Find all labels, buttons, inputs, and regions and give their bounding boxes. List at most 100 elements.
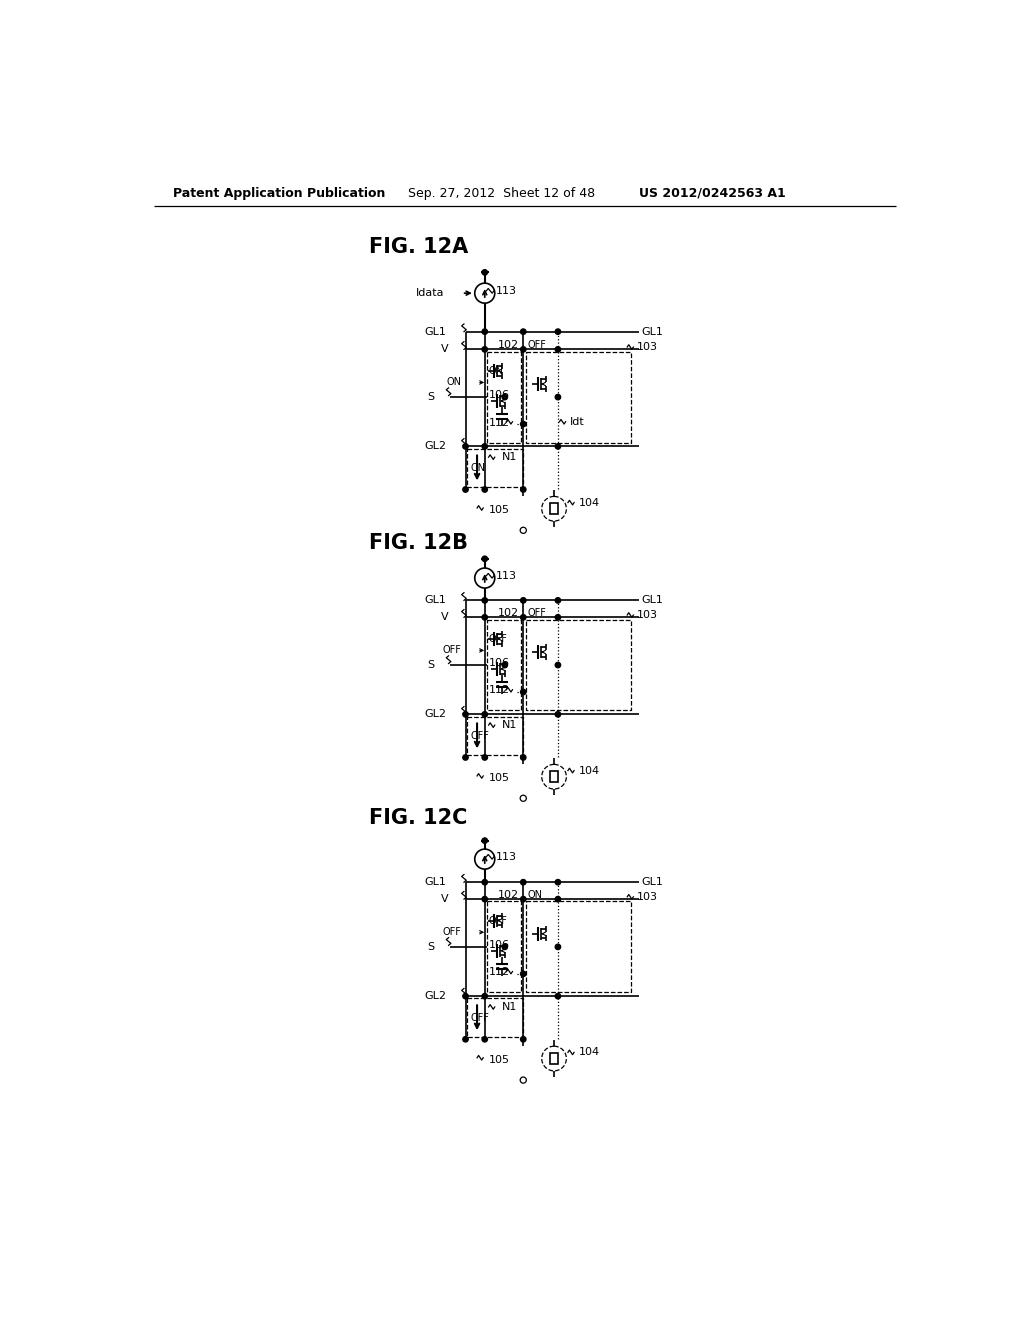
Text: 113: 113 bbox=[497, 286, 517, 296]
Bar bbox=[467, 998, 523, 1038]
Bar bbox=[467, 717, 523, 755]
Text: V: V bbox=[441, 894, 449, 904]
Circle shape bbox=[482, 269, 487, 275]
Circle shape bbox=[555, 395, 560, 400]
Text: GL1: GL1 bbox=[424, 326, 446, 337]
Circle shape bbox=[482, 994, 487, 999]
Circle shape bbox=[520, 598, 526, 603]
Circle shape bbox=[482, 347, 487, 352]
Circle shape bbox=[502, 663, 508, 668]
Text: Sep. 27, 2012  Sheet 12 of 48: Sep. 27, 2012 Sheet 12 of 48 bbox=[408, 186, 595, 199]
Bar bbox=[550, 503, 558, 515]
Text: OFF: OFF bbox=[527, 341, 546, 350]
Text: ON: ON bbox=[527, 890, 542, 900]
Circle shape bbox=[482, 879, 487, 884]
Bar bbox=[487, 619, 521, 710]
Text: GL1: GL1 bbox=[642, 878, 664, 887]
Text: 103: 103 bbox=[637, 892, 658, 902]
Text: 102: 102 bbox=[499, 341, 519, 350]
Circle shape bbox=[502, 395, 508, 400]
Circle shape bbox=[520, 879, 526, 884]
Text: 105: 105 bbox=[488, 774, 510, 783]
Bar bbox=[487, 351, 521, 442]
Circle shape bbox=[463, 444, 468, 449]
Circle shape bbox=[520, 1036, 526, 1041]
Bar bbox=[525, 902, 631, 993]
Circle shape bbox=[520, 972, 526, 977]
Text: N1: N1 bbox=[502, 721, 517, 730]
Circle shape bbox=[520, 689, 526, 694]
Text: 103: 103 bbox=[637, 610, 658, 620]
Bar bbox=[525, 351, 631, 442]
Text: 106: 106 bbox=[488, 657, 510, 668]
Text: OFF: OFF bbox=[471, 1012, 489, 1023]
Text: GL1: GL1 bbox=[424, 595, 446, 606]
Text: S: S bbox=[428, 392, 435, 403]
Text: OFF: OFF bbox=[527, 609, 546, 618]
Text: 102: 102 bbox=[499, 890, 519, 900]
Circle shape bbox=[555, 711, 560, 717]
Circle shape bbox=[463, 755, 468, 760]
Circle shape bbox=[482, 598, 487, 603]
Circle shape bbox=[463, 994, 468, 999]
Circle shape bbox=[555, 944, 560, 949]
Text: N1: N1 bbox=[502, 453, 517, 462]
Text: Idt: Idt bbox=[569, 417, 585, 426]
Text: 103: 103 bbox=[637, 342, 658, 352]
Circle shape bbox=[482, 329, 487, 334]
Circle shape bbox=[555, 347, 560, 352]
Text: Patent Application Publication: Patent Application Publication bbox=[173, 186, 385, 199]
Text: 102: 102 bbox=[499, 609, 519, 618]
Text: S: S bbox=[428, 660, 435, 671]
Circle shape bbox=[520, 896, 526, 902]
Circle shape bbox=[555, 444, 560, 449]
Text: ON: ON bbox=[446, 378, 462, 388]
Text: OFF: OFF bbox=[442, 927, 462, 937]
Text: ON: ON bbox=[471, 463, 486, 473]
Text: 112: 112 bbox=[488, 417, 510, 428]
Text: 112: 112 bbox=[488, 968, 510, 977]
Text: US 2012/0242563 A1: US 2012/0242563 A1 bbox=[639, 186, 785, 199]
Circle shape bbox=[555, 879, 560, 884]
Bar bbox=[467, 449, 523, 487]
Bar bbox=[525, 619, 631, 710]
Text: GL2: GL2 bbox=[424, 709, 446, 719]
Text: GL2: GL2 bbox=[424, 991, 446, 1001]
Circle shape bbox=[463, 1036, 468, 1041]
Circle shape bbox=[520, 329, 526, 334]
Text: 104: 104 bbox=[579, 766, 600, 776]
Circle shape bbox=[482, 755, 487, 760]
Circle shape bbox=[520, 487, 526, 492]
Text: 104: 104 bbox=[579, 498, 600, 508]
Text: N1: N1 bbox=[502, 1002, 517, 1012]
Text: FIG. 12A: FIG. 12A bbox=[370, 238, 469, 257]
Text: 105: 105 bbox=[488, 506, 510, 515]
Text: ON: ON bbox=[488, 366, 504, 376]
Text: 113: 113 bbox=[497, 851, 517, 862]
Circle shape bbox=[482, 487, 487, 492]
Text: GL2: GL2 bbox=[424, 441, 446, 451]
Circle shape bbox=[520, 615, 526, 620]
Text: GL1: GL1 bbox=[424, 878, 446, 887]
Text: GL1: GL1 bbox=[642, 326, 664, 337]
Text: 105: 105 bbox=[488, 1055, 510, 1065]
Text: FIG. 12B: FIG. 12B bbox=[370, 533, 468, 553]
Text: 106: 106 bbox=[488, 940, 510, 949]
Text: FIG. 12C: FIG. 12C bbox=[370, 808, 468, 828]
Circle shape bbox=[482, 711, 487, 717]
Text: 106: 106 bbox=[488, 389, 510, 400]
Circle shape bbox=[482, 615, 487, 620]
Text: OFF: OFF bbox=[442, 645, 462, 656]
Text: 113: 113 bbox=[497, 570, 517, 581]
Circle shape bbox=[502, 944, 508, 949]
Circle shape bbox=[555, 663, 560, 668]
Circle shape bbox=[555, 994, 560, 999]
Circle shape bbox=[520, 755, 526, 760]
Text: OFF: OFF bbox=[488, 916, 508, 925]
Bar bbox=[550, 1053, 558, 1064]
Text: 112: 112 bbox=[488, 685, 510, 696]
Text: GL1: GL1 bbox=[642, 595, 664, 606]
Circle shape bbox=[520, 347, 526, 352]
Text: S: S bbox=[428, 942, 435, 952]
Circle shape bbox=[482, 896, 487, 902]
